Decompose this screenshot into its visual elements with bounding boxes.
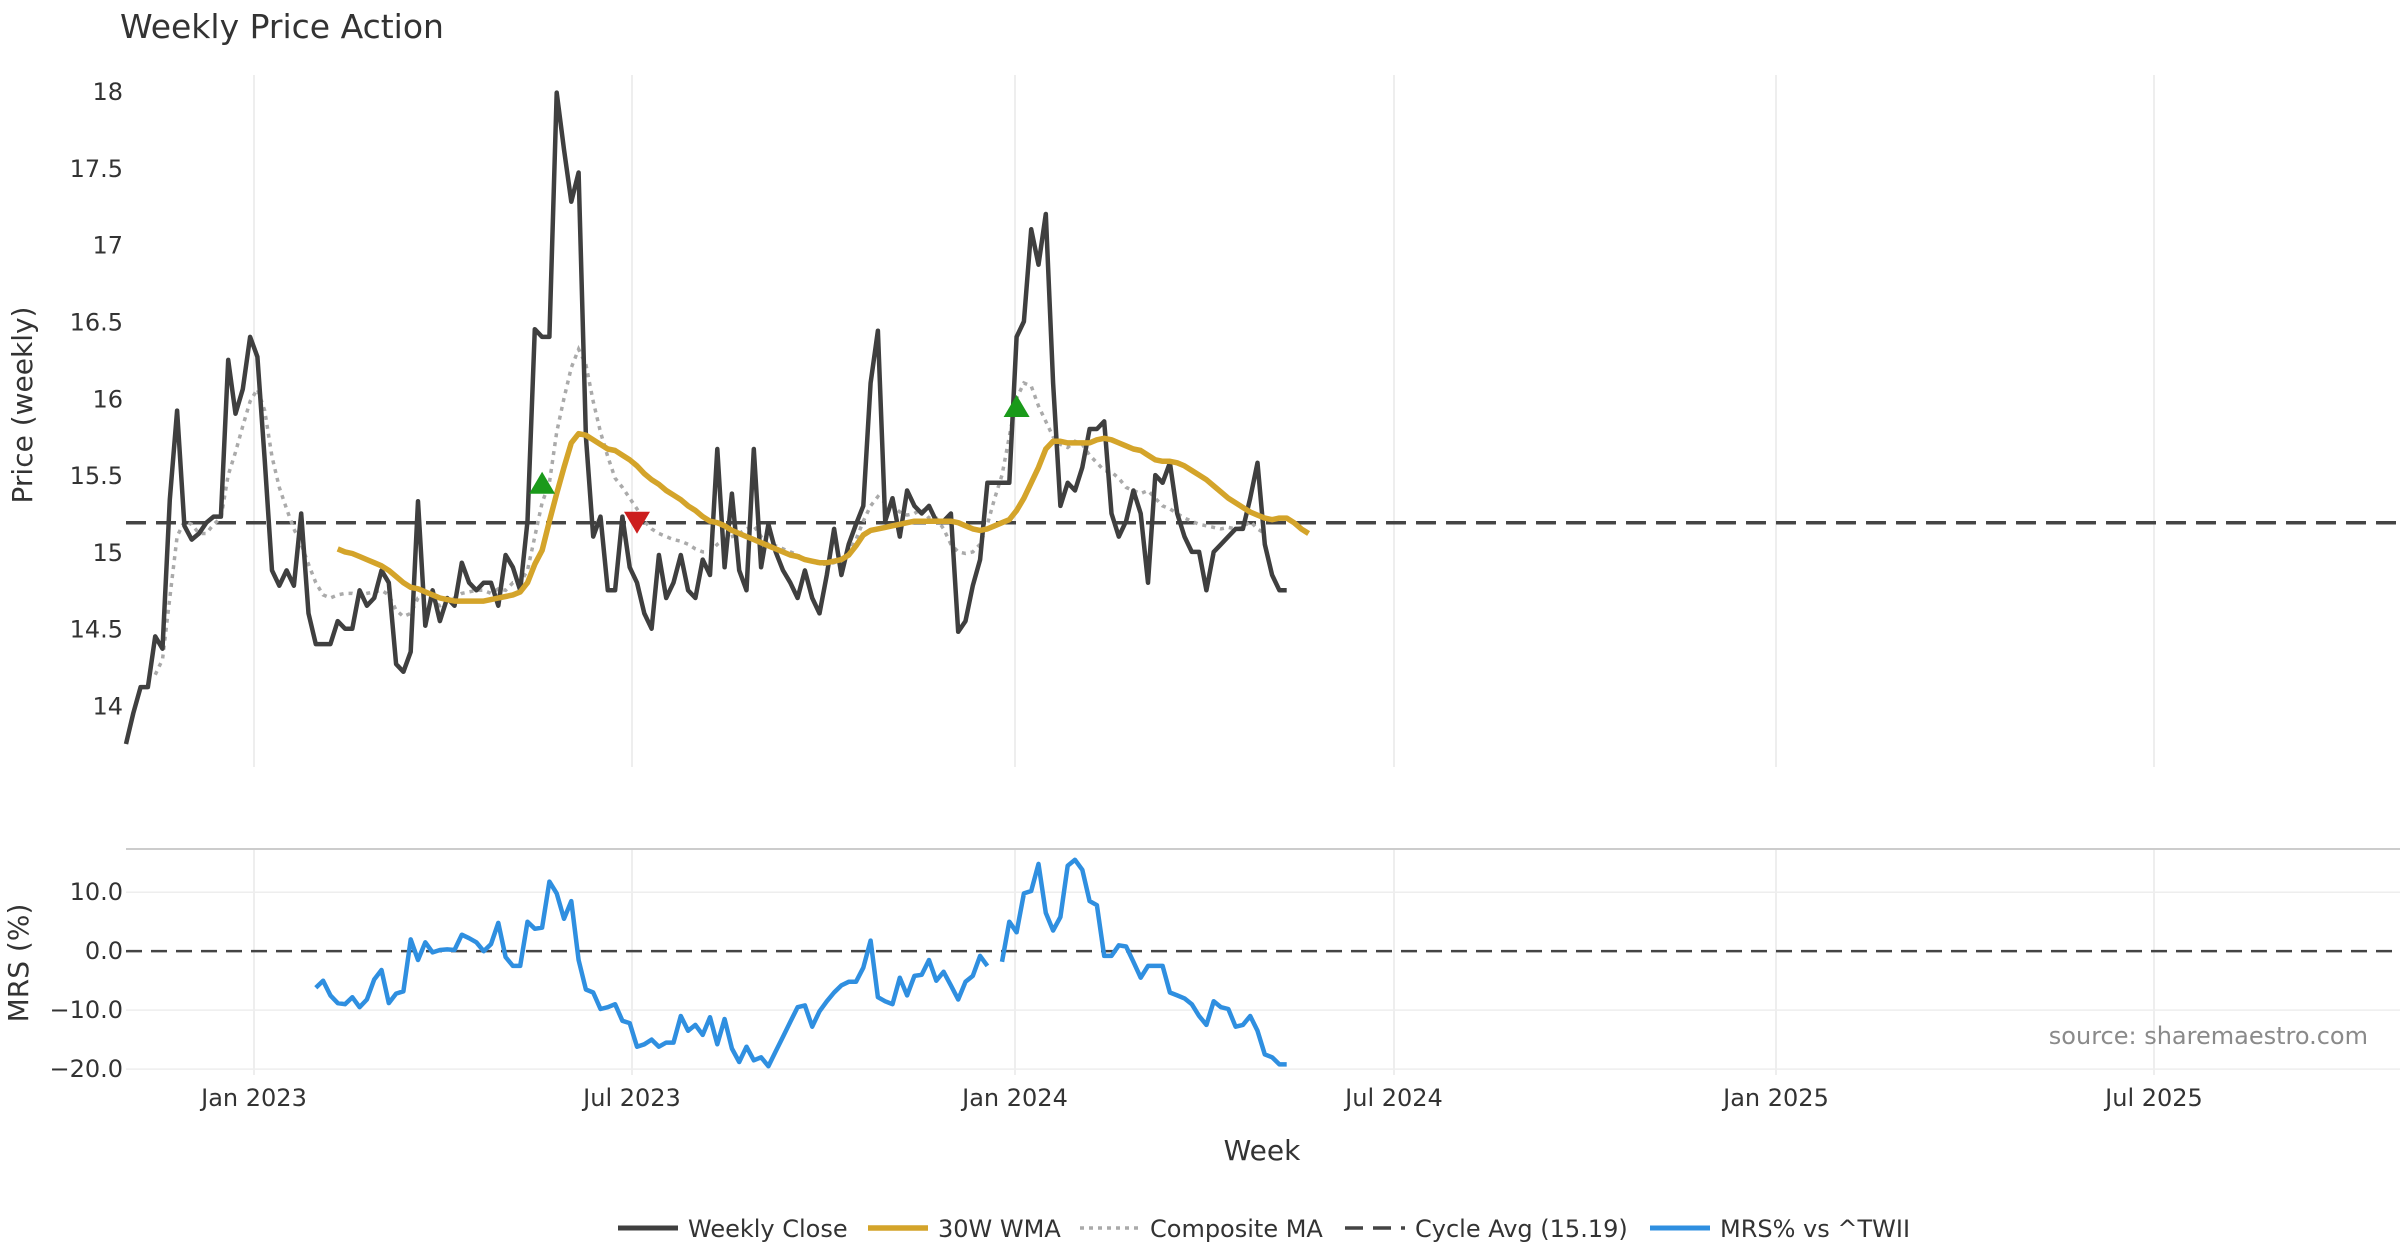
x-axis-ticks: Jan 2023 Jul 2023 Jan 2024 Jul 2024 Jan 2025… xyxy=(199,1084,2203,1112)
weekly-close-line xyxy=(123,90,1287,745)
mrs-y-tick-label: 10.0 xyxy=(70,878,123,906)
mrs-axis-label: MRS (%) xyxy=(2,904,35,1023)
buy-signal-marker xyxy=(529,471,556,494)
x-tick-label: Jul 2023 xyxy=(581,1084,681,1112)
price-y-tick-label: 17 xyxy=(92,232,123,260)
y-axis-ticks: 10.0 0.0 −10.0 −20.0 14 14.5 15 15.5 16 16.5 17 17.… xyxy=(49,78,123,1083)
price-y-tick-label: 18 xyxy=(92,78,123,106)
price-y-tick-label: 16.5 xyxy=(70,309,123,337)
price-y-tick-label: 17.5 xyxy=(70,155,123,183)
price-y-tick-label: 16 xyxy=(92,385,123,413)
legend-cycle-avg-label: Cycle Avg (15.19) xyxy=(1415,1215,1628,1243)
price-y-tick-label: 14 xyxy=(92,693,123,721)
mrs-y-tick-label: −20.0 xyxy=(49,1055,123,1083)
sell-signal-marker xyxy=(624,511,650,534)
legend: Weekly Close 30W WMA Composite MA Cycle Avg… xyxy=(618,1215,1910,1243)
source-note: source: sharemaestro.com xyxy=(2049,1022,2368,1050)
x-tick-label: Jul 2024 xyxy=(1343,1084,1443,1112)
composite-ma-line xyxy=(153,344,1266,676)
x-axis-label: Week xyxy=(1224,1134,1301,1167)
price-y-tick-label: 15 xyxy=(92,539,123,567)
x-tick-label: Jul 2025 xyxy=(2103,1084,2203,1112)
x-tick-label: Jan 2025 xyxy=(1721,1084,1829,1112)
legend-mrs-label: MRS% vs ^TWII xyxy=(1720,1215,1910,1243)
x-tick-label: Jan 2023 xyxy=(199,1084,307,1112)
mrs-line xyxy=(314,857,1287,1069)
legend-weekly-close-label: Weekly Close xyxy=(688,1215,848,1243)
buy-signal-marker xyxy=(1003,395,1030,417)
x-tick-label: Jan 2024 xyxy=(960,1084,1068,1112)
price-y-tick-label: 15.5 xyxy=(70,462,123,490)
chart-title: Weekly Price Action xyxy=(120,7,444,46)
signal-markers xyxy=(529,395,1030,534)
price-axis-label: Price (weekly) xyxy=(6,307,39,504)
legend-composite-ma-label: Composite MA xyxy=(1150,1215,1323,1243)
mrs-y-tick-label: −10.0 xyxy=(49,996,123,1024)
legend-30w-wma-label: 30W WMA xyxy=(938,1215,1061,1243)
mrs-y-tick-label: 0.0 xyxy=(85,937,123,965)
price-y-tick-label: 14.5 xyxy=(70,616,123,644)
wma-30w-line xyxy=(336,430,1311,604)
grid xyxy=(126,75,2400,1075)
series-lines xyxy=(123,90,2400,1069)
